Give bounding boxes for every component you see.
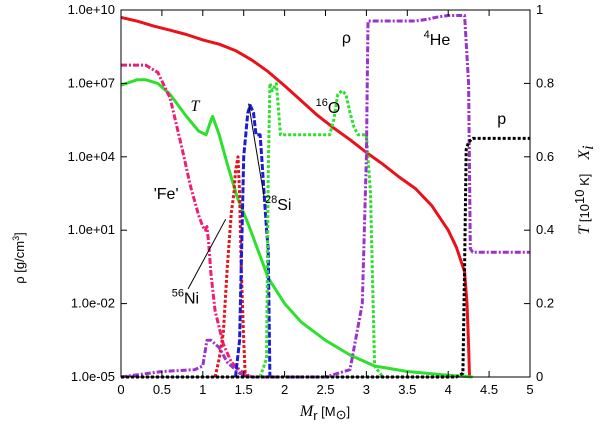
y-left-tick-label: 1.0e-05 [71,369,115,384]
series-p [121,136,530,379]
y-axis-left-label: ρ [g/cm3] [11,232,27,283]
series-o16 [258,81,385,378]
y-axis-right-label-temp: T [576,225,593,235]
annotation-text: T [191,98,201,115]
annotation-sup: 28 [265,194,277,206]
tick-layer: 0 0.5 1 1.5 2 2.5 3 3.5 4 4.5 5 1.0e+10 1.0e+07 1.0e+… [68,2,554,397]
y-axis-right-label: T [1010 K] Xi [572,145,597,234]
annotation-t: T [191,98,201,115]
y-left-tick-label: 1.0e+10 [68,2,115,17]
y-axis-right-label-unit-close: K] [577,174,592,190]
y-right-tick-label: 0.6 [536,149,554,164]
y-axis-left-label-main: ρ [g/cm [12,241,27,284]
x-tick-label: 2 [281,382,288,397]
y-left-tick-label: 1.0e+01 [68,222,115,237]
y-right-tick-label: 0.2 [536,296,554,311]
y-left-tick-label: 1.0e+07 [68,75,115,90]
x-tick-label: 4.5 [480,382,498,397]
annotation-fe: 'Fe' [154,186,179,203]
y-axis-right-label-abund: X [576,149,593,161]
annotation-text: He [430,32,451,49]
series-rho [120,15,471,378]
x-tick-label: 4 [445,382,452,397]
annotation-sup: 56 [172,288,184,300]
series-t [120,78,473,379]
annotation-rho: ρ [342,30,351,47]
series-ni56 [213,155,247,378]
series-layer [120,14,530,379]
annotation-text: O [328,100,340,117]
x-tick-label: 3.5 [398,382,416,397]
ni56-leader-line [187,218,227,290]
y-right-tick-label: 0 [536,369,543,384]
x-axis-label: Mr [M⊙] [299,403,350,423]
y-axis-right-label-unit-open: [10 [577,204,592,226]
y-axis-left-label-sup: 3 [11,236,21,241]
annotation-text: 'Fe' [154,186,179,203]
series-he4 [120,14,530,379]
x-tick-label: 3 [363,382,370,397]
si28-leader-line [248,103,265,198]
x-tick-label: 5 [526,382,533,397]
y-axis-right-label-abund-sub: i [580,145,597,149]
x-axis-label-unit-close: ] [347,404,351,419]
x-axis-label-sub: r [313,408,318,423]
series-si28 [234,103,272,378]
annotation-o16: 16O [316,97,341,117]
annotation-text: ρ [342,30,351,47]
annotation-p: p [497,111,506,128]
x-tick-label: 2.5 [316,382,334,397]
x-tick-label: 1 [199,382,206,397]
x-tick-label: 0 [117,382,124,397]
annotation-text: Ni [184,291,199,308]
y-axis-right-label-unit-sup: 10 [572,190,587,204]
annotation-si28: 28Si [265,194,291,214]
x-tick-label: 0.5 [153,382,171,397]
annotation-text: p [497,111,506,128]
annotation-sup: 16 [316,97,328,109]
annotation-he4: 4He [424,29,451,49]
annotation-layer: ρ T 16O 4He 28Si 'Fe' 56Ni p [154,29,507,308]
y-axis-left-label-close: ] [12,232,27,236]
annotation-sup: 4 [424,29,430,41]
annotation-ni56: 56Ni [172,288,199,308]
x-axis-label-unit-sym: ⊙ [336,407,347,422]
x-tick-label: 1.5 [235,382,253,397]
y-right-tick-label: 1 [536,2,543,17]
y-right-tick-label: 0.4 [536,222,554,237]
y-left-tick-label: 1.0e-02 [71,296,115,311]
y-left-tick-label: 1.0e+04 [68,149,115,164]
x-axis-label-main: M [299,403,315,420]
annotation-text: Si [277,197,291,214]
series-fe [121,63,253,379]
x-axis-label-unit-open: [M [318,404,336,419]
y-right-tick-label: 0.8 [536,75,554,90]
